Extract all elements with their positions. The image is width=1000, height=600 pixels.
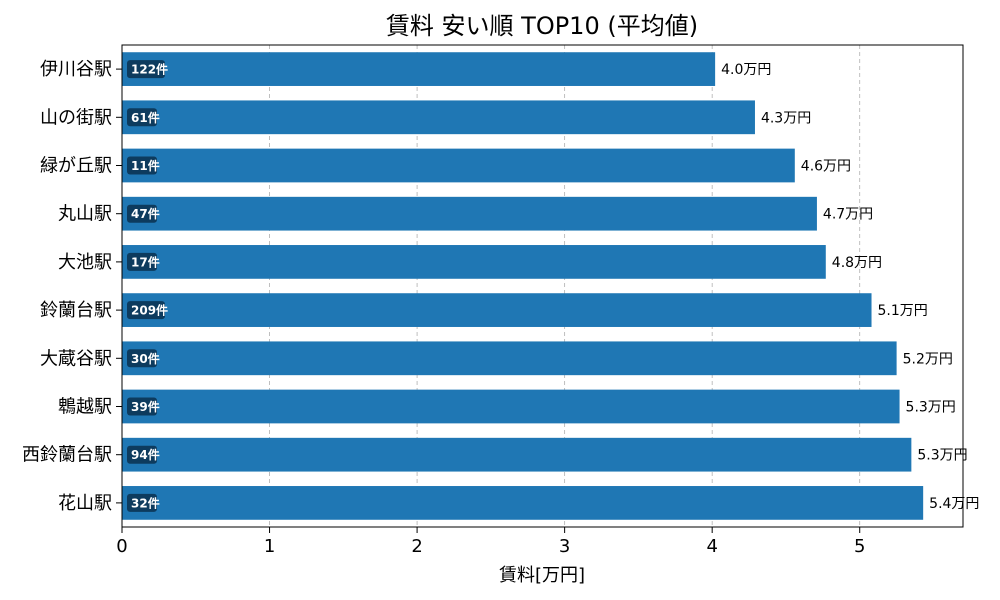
category-label: 丸山駅	[58, 204, 112, 225]
category-label: 鵯越駅	[58, 397, 112, 418]
count-badge	[127, 252, 157, 271]
count-label: 39件	[131, 399, 160, 414]
count-badge	[127, 445, 157, 464]
count-label: 209件	[131, 303, 168, 318]
category-label: 緑が丘駅	[40, 156, 112, 177]
count-label: 32件	[131, 495, 160, 510]
count-badge	[127, 349, 157, 368]
category-label: 山の街駅	[40, 107, 112, 128]
count-badge	[127, 156, 157, 175]
plot-frame	[121, 44, 964, 528]
count-label: 94件	[131, 447, 160, 462]
count-badge	[127, 397, 157, 416]
x-tick-label: 5	[854, 536, 865, 557]
count-badge	[127, 108, 157, 127]
count-label: 61件	[131, 110, 160, 125]
count-badge	[127, 204, 157, 223]
category-label: 西鈴蘭台駅	[22, 445, 112, 466]
bar	[122, 100, 755, 135]
bar	[122, 389, 900, 424]
value-label: 4.8万円	[832, 255, 882, 271]
category-label: 伊川谷駅	[40, 59, 112, 80]
bar	[122, 148, 795, 183]
x-axis: 0 1 2 3 4 5	[116, 527, 865, 557]
bar	[122, 196, 817, 231]
bar	[122, 341, 897, 376]
value-label: 5.2万円	[903, 351, 953, 367]
x-tick-label: 4	[706, 536, 717, 557]
x-tick-label: 0	[116, 536, 127, 557]
category-label: 花山駅	[58, 493, 112, 514]
value-label: 4.0万円	[721, 62, 771, 78]
count-badge	[127, 301, 165, 320]
value-label: 4.3万円	[761, 110, 811, 126]
category-label: 大蔵谷駅	[40, 348, 112, 369]
value-label: 4.7万円	[823, 207, 873, 223]
category-label: 鈴蘭台駅	[40, 300, 112, 321]
bar	[122, 293, 872, 327]
value-label: 4.6万円	[801, 159, 851, 175]
x-tick-label: 3	[559, 536, 570, 557]
x-tick-label: 1	[264, 536, 275, 557]
count-label: 122件	[131, 62, 168, 77]
category-label: 大池駅	[58, 252, 112, 273]
bar	[122, 52, 716, 86]
value-label: 5.1万円	[878, 303, 928, 319]
value-label: 5.4万円	[929, 496, 979, 512]
count-label: 17件	[131, 254, 160, 269]
x-axis-label: 賃料[万円]	[499, 565, 585, 586]
x-tick-label: 2	[411, 536, 422, 557]
count-label: 11件	[131, 158, 160, 173]
bar	[122, 245, 826, 279]
value-label: 5.3万円	[917, 448, 967, 464]
count-badge	[127, 60, 165, 79]
bar	[122, 437, 912, 472]
bars: 4.0万円 122件 4.3万円 61件 4.6万円 11件 4.7万円 47件 4.8万円 17…	[122, 52, 979, 520]
bar	[122, 486, 924, 520]
value-label: 5.3万円	[906, 400, 956, 416]
chart-title: 賃料 安い順 TOP10 (平均値)	[386, 12, 698, 40]
count-label: 30件	[131, 351, 160, 366]
count-label: 47件	[131, 206, 160, 221]
count-badge	[127, 493, 157, 512]
